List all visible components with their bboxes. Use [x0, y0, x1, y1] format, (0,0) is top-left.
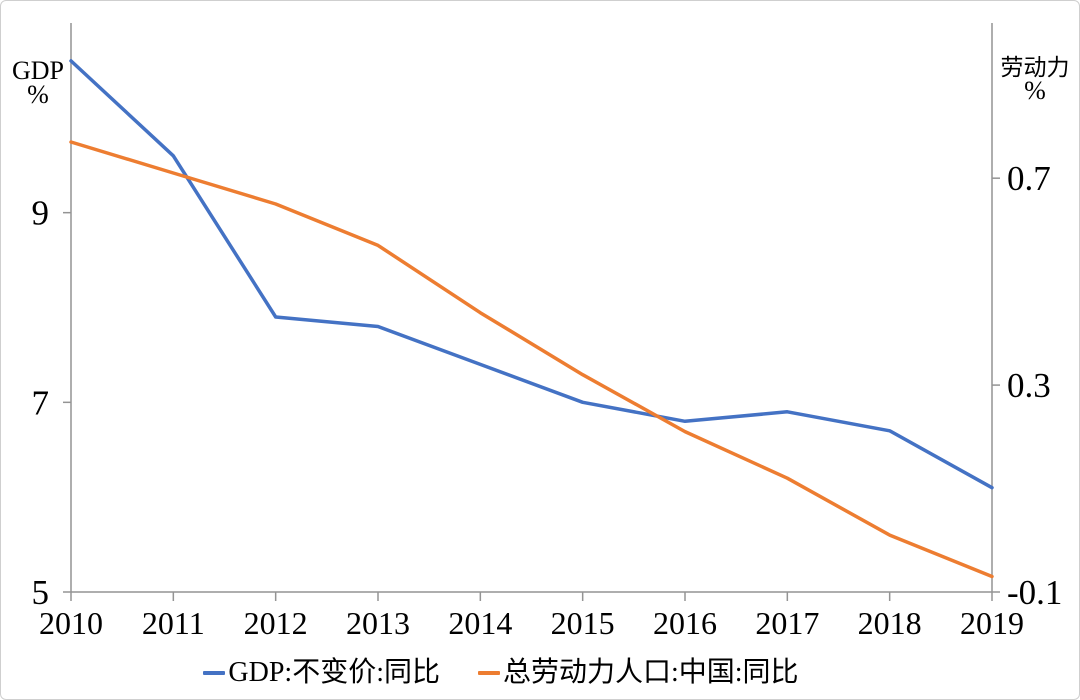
left-axis-tick-label: 5: [32, 573, 50, 612]
x-axis-tick-label: 2016: [653, 605, 717, 641]
chart-legend: GDP:不变价:同比 总劳动力人口:中国:同比: [1, 655, 1001, 691]
legend-line-swatch: [203, 671, 226, 675]
x-axis-tick-label: 2014: [448, 605, 512, 641]
right-axis-tick-label: 0.3: [1007, 366, 1051, 405]
left-axis-title-text: GDP: [11, 56, 64, 85]
series-line-labor: [69, 140, 994, 579]
right-axis-tick-label: 0.7: [1007, 159, 1051, 198]
right-axis-unit: %: [1024, 76, 1046, 105]
x-axis-tick-label: 2012: [244, 605, 308, 641]
x-axis-tick-label: 2010: [39, 605, 103, 641]
x-axis-tick-label: 2011: [142, 605, 205, 641]
x-axis-tick-label: 2013: [346, 605, 410, 641]
series-lines: [69, 59, 994, 579]
left-axis-tick-label: 9: [32, 194, 50, 233]
series-line-gdp: [69, 59, 994, 490]
axes: [70, 23, 993, 593]
x-axis-tick-label: 2015: [551, 605, 615, 641]
x-axis-tick-label: 2019: [960, 605, 1024, 641]
legend-label: GDP:不变价:同比: [228, 657, 440, 688]
right-axis-title-text: 劳动力: [1000, 54, 1070, 80]
axis-ticks: [63, 177, 1000, 601]
x-axis-tick-label: 2018: [858, 605, 922, 641]
left-axis-tick-label: 7: [32, 383, 50, 422]
x-axis-tick-label: 2017: [755, 605, 819, 641]
left-axis-unit: %: [27, 80, 49, 109]
legend-line-swatch: [478, 671, 500, 675]
legend-item-gdp: GDP:不变价:同比: [203, 655, 440, 691]
left-axis-title: GDP %: [5, 56, 71, 109]
legend-item-labor: 总劳动力人口:中国:同比: [478, 655, 799, 691]
legend-label: 总劳动力人口:中国:同比: [503, 657, 799, 688]
right-axis-title: 劳动力 %: [997, 54, 1073, 105]
right-axis-tick-label: -0.1: [1007, 573, 1062, 612]
tick-labels: 9 7 5 0.7 0.3 -0.1 2010 2011 2012 2013 2014 2015 201…: [32, 159, 1063, 641]
